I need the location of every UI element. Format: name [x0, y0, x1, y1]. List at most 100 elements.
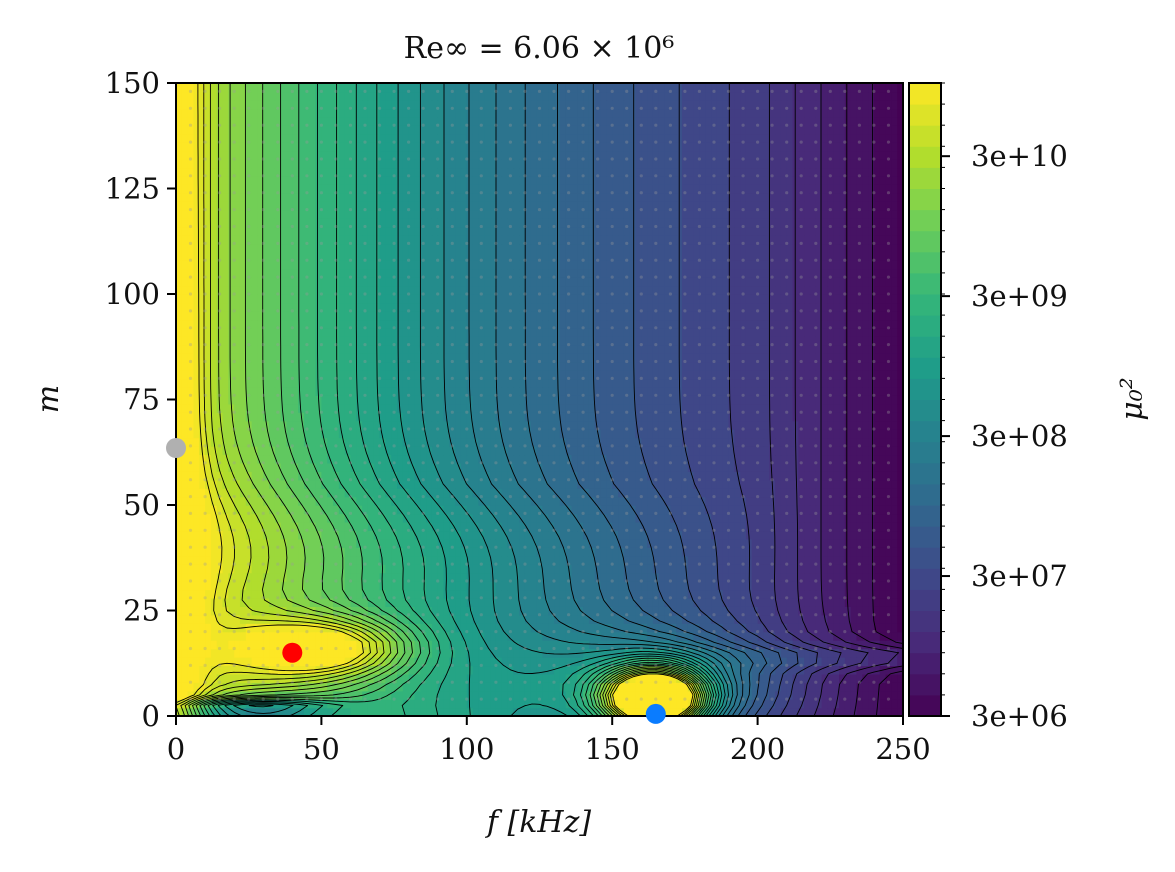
heatmap-cell	[239, 673, 247, 683]
heatmap-cell	[443, 564, 451, 574]
heatmap-cell	[798, 623, 805, 633]
heatmap-cell	[868, 614, 875, 624]
heatmap-cell	[327, 462, 334, 472]
heatmap-cell	[437, 673, 445, 683]
heatmap-cell	[455, 665, 462, 675]
heatmap-cell	[251, 555, 259, 565]
heatmap-cell	[495, 538, 503, 548]
heatmap-cell	[583, 395, 590, 405]
heatmap-cell	[652, 648, 660, 658]
heatmap-cell	[536, 538, 544, 548]
heatmap-cell	[775, 673, 782, 683]
heatmap-cell	[309, 496, 317, 506]
heatmap-cell	[245, 513, 253, 523]
heatmap-cell	[245, 665, 253, 675]
heatmap-cell	[414, 597, 421, 607]
heatmap-cell	[333, 682, 340, 692]
heatmap-cell	[716, 454, 724, 464]
heatmap-cell	[507, 640, 515, 650]
heatmap-cell	[554, 395, 561, 405]
heatmap-cell	[873, 555, 881, 565]
heatmap-cell	[362, 555, 369, 565]
heatmap-cell	[408, 530, 416, 540]
heatmap-cell	[583, 521, 590, 532]
heatmap-cell	[844, 682, 852, 692]
heatmap-cell	[524, 614, 532, 624]
heatmap-cell	[623, 572, 631, 582]
heatmap-cell	[187, 555, 195, 565]
heatmap-cell	[629, 690, 637, 700]
heatmap-cell	[670, 395, 677, 405]
heatmap-cell	[391, 699, 398, 709]
heatmap-cell	[239, 420, 247, 430]
heatmap-cell	[222, 555, 230, 565]
heatmap-cell	[309, 564, 317, 574]
heatmap-cell	[676, 538, 683, 548]
heatmap-cell	[472, 682, 480, 692]
heatmap-cell	[600, 580, 608, 591]
heatmap-cell	[257, 665, 264, 675]
heatmap-cell	[850, 386, 858, 396]
heatmap-cell	[350, 530, 357, 540]
heatmap-cell	[460, 640, 468, 650]
heatmap-cell	[280, 454, 288, 464]
heatmap-cell	[699, 707, 706, 716]
heatmap-cell	[193, 412, 200, 422]
heatmap-cell	[239, 513, 247, 523]
heatmap-cell	[792, 386, 800, 396]
heatmap-cell	[449, 538, 456, 548]
heatmap-cell	[228, 656, 235, 667]
heatmap-cell	[577, 521, 584, 532]
heatmap-cell	[484, 614, 491, 624]
heatmap-cell	[426, 631, 433, 641]
heatmap-cell	[176, 606, 183, 616]
heatmap-cell	[455, 378, 462, 388]
heatmap-cell	[478, 682, 485, 692]
heatmap-cell	[542, 538, 549, 548]
heatmap-cell	[821, 378, 829, 388]
heatmap-cell	[815, 682, 823, 692]
heatmap-cell	[583, 640, 590, 650]
heatmap-cell	[641, 378, 648, 388]
heatmap-cell	[571, 547, 579, 557]
heatmap-cell	[554, 538, 561, 548]
heatmap-cell	[472, 471, 480, 481]
heatmap-cell	[565, 699, 573, 709]
heatmap-cell	[344, 580, 352, 591]
heatmap-cell	[333, 631, 340, 641]
heatmap-cell	[821, 555, 829, 565]
heatmap-cell	[484, 707, 491, 716]
heatmap-cell	[676, 462, 683, 472]
heatmap-cell	[501, 496, 509, 506]
heatmap-cell	[879, 505, 887, 515]
heatmap-cell	[449, 521, 456, 532]
heatmap-cell	[798, 606, 805, 616]
heatmap-cell	[507, 530, 515, 540]
heatmap-cell	[373, 614, 381, 624]
heatmap-cell	[868, 631, 875, 641]
heatmap-cell	[775, 699, 782, 709]
heatmap-cell	[658, 640, 666, 650]
heatmap-cell	[292, 479, 299, 489]
heatmap-cell	[455, 547, 462, 557]
heatmap-cell	[618, 445, 625, 456]
heatmap-cell	[554, 555, 561, 565]
heatmap-cell	[658, 386, 666, 396]
heatmap-cell	[216, 505, 224, 515]
heatmap-cell	[734, 673, 741, 683]
heatmap-cell	[641, 707, 648, 716]
heatmap-cell	[367, 479, 375, 489]
heatmap-cell	[786, 597, 794, 607]
heatmap-cell	[716, 665, 724, 675]
heatmap-cell	[775, 521, 782, 532]
heatmap-cell	[548, 614, 555, 624]
heatmap-cell	[513, 445, 520, 456]
heatmap-cell	[635, 555, 642, 565]
heatmap-cell	[751, 623, 759, 633]
heatmap-cell	[466, 606, 474, 616]
heatmap-cell	[530, 547, 538, 557]
heatmap-cell	[571, 606, 579, 616]
heatmap-cell	[298, 656, 305, 667]
heatmap-cell	[426, 589, 433, 599]
heatmap-cell	[205, 631, 212, 641]
